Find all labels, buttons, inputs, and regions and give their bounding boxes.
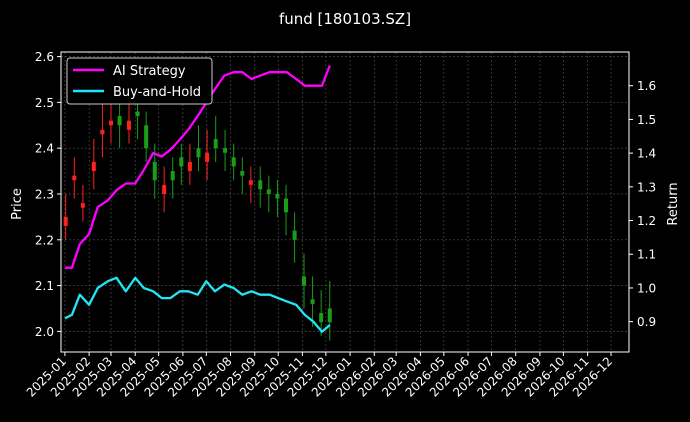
- candle-body: [100, 129, 105, 135]
- candle-body: [258, 180, 263, 190]
- plot-frame: [60, 51, 630, 353]
- candle-body: [196, 148, 201, 158]
- candle-body: [135, 111, 140, 117]
- y-right-tick-label: 1.5: [637, 113, 656, 127]
- candle-body: [91, 161, 96, 172]
- candle-body: [80, 203, 85, 208]
- candle-body: [126, 120, 131, 130]
- y-right-tick-label: 1.6: [637, 79, 656, 93]
- candle-body: [292, 230, 297, 240]
- y-axis-right-label: Return: [666, 182, 681, 225]
- x-axis: 2025-012025-022025-032025-042025-052025-…: [24, 352, 615, 400]
- chart-title: fund [180103.SZ]: [279, 10, 411, 28]
- y-axis-left-label: Price: [10, 188, 25, 220]
- candle-body: [152, 161, 157, 181]
- candle-body: [109, 120, 114, 126]
- y-axis-right: 0.9 1.0 1.1 1.2 1.3 1.4 1.5 1.6: [629, 79, 656, 329]
- candle-body: [231, 157, 236, 167]
- candle-body: [248, 180, 253, 185]
- candle-body: [223, 148, 228, 153]
- candle-body: [162, 184, 167, 194]
- candle-body: [63, 216, 68, 227]
- candle-body: [179, 157, 184, 167]
- y-left-tick-label: 2.1: [35, 279, 54, 293]
- candle-body: [310, 299, 315, 304]
- candle-body: [284, 198, 289, 213]
- candlesticks: [63, 79, 332, 341]
- y-right-tick-label: 1.0: [637, 281, 656, 295]
- candle-body: [205, 152, 210, 162]
- candle-body: [213, 139, 218, 149]
- candle-body: [327, 308, 332, 323]
- y-right-tick-label: 1.2: [637, 214, 656, 228]
- candle-body: [266, 189, 271, 194]
- series-line-ai-strategy: [64, 65, 331, 269]
- legend: AI Strategy Buy-and-Hold: [66, 57, 213, 105]
- y-right-tick-label: 1.3: [637, 180, 656, 194]
- candle-body: [117, 116, 122, 126]
- series-line-buy-and-hold: [64, 276, 331, 333]
- y-left-tick-label: 2.5: [35, 96, 54, 110]
- legend-label-buy-and-hold: Buy-and-Hold: [113, 85, 201, 100]
- candle-body: [144, 125, 149, 149]
- candle-body: [72, 175, 77, 181]
- y-axis-left: 2.0 2.1 2.2 2.3 2.4 2.5 2.6: [35, 50, 61, 339]
- candle-body: [319, 313, 324, 323]
- y-left-tick-label: 2.2: [35, 233, 54, 247]
- candle-body: [240, 171, 245, 176]
- y-right-tick-label: 1.1: [637, 248, 656, 262]
- candle-body: [301, 276, 306, 286]
- series-lines: [64, 65, 331, 333]
- candle-body: [187, 161, 192, 172]
- y-left-tick-label: 2.3: [35, 187, 54, 201]
- y-right-tick-label: 1.4: [637, 147, 656, 161]
- candle-body: [170, 171, 175, 181]
- y-left-tick-label: 2.6: [35, 50, 54, 64]
- y-left-tick-label: 2.0: [35, 325, 54, 339]
- y-left-tick-label: 2.4: [35, 142, 54, 156]
- legend-label-ai-strategy: AI Strategy: [113, 64, 186, 79]
- y-right-tick-label: 0.9: [637, 315, 656, 329]
- candle-body: [275, 193, 280, 199]
